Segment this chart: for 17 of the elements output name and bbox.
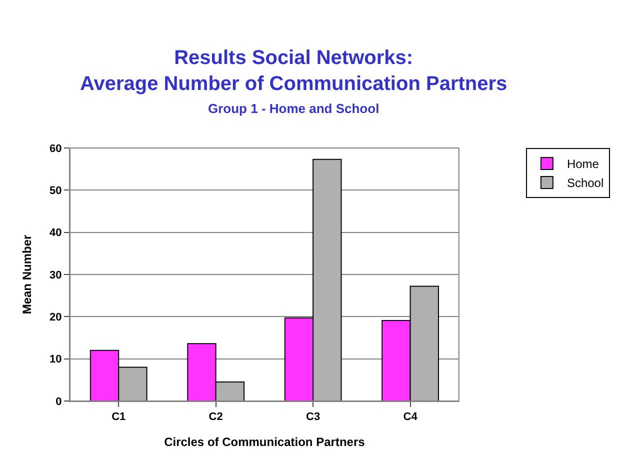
x-tick-label: C2 [208, 411, 223, 424]
y-axis-title: Mean Number [20, 234, 34, 314]
y-tick-label: 60 [50, 142, 62, 155]
chart-subtitle: Group 1 - Home and School [208, 101, 380, 116]
y-tick-label: 40 [50, 227, 62, 240]
y-tick-label: 20 [50, 312, 62, 324]
y-tick-label: 30 [50, 269, 62, 282]
chart-title: Results Social Networks: Average Number of Communication Partners [80, 47, 508, 95]
legend-label: Home [566, 157, 600, 172]
x-tick-label: C4 [403, 411, 418, 424]
x-axis-title: Circles of Communication Partners [164, 435, 366, 450]
y-tick-label: 0 [56, 396, 62, 408]
legend-label: School [566, 176, 604, 190]
x-tick-label: C3 [306, 411, 320, 424]
x-tick-label: C1 [112, 411, 126, 424]
y-tick-label: 50 [50, 185, 62, 198]
y-tick-label: 10 [50, 354, 62, 366]
